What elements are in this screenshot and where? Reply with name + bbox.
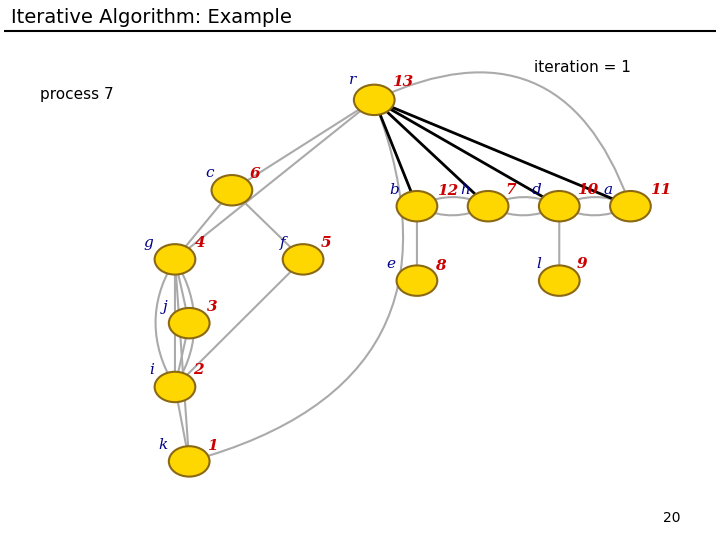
FancyArrowPatch shape	[156, 264, 174, 384]
Text: iteration = 1: iteration = 1	[534, 60, 631, 76]
Text: 12: 12	[437, 184, 458, 198]
Circle shape	[610, 191, 651, 221]
FancyArrowPatch shape	[236, 102, 372, 187]
FancyArrowPatch shape	[420, 197, 484, 205]
FancyArrowPatch shape	[557, 209, 562, 275]
Text: 9: 9	[577, 257, 588, 271]
FancyArrowPatch shape	[377, 102, 484, 202]
Text: g: g	[144, 236, 153, 250]
FancyArrowPatch shape	[414, 209, 420, 275]
Text: i: i	[149, 363, 153, 377]
Text: j: j	[163, 300, 168, 314]
Circle shape	[539, 266, 580, 296]
FancyArrowPatch shape	[234, 192, 300, 256]
Circle shape	[155, 244, 195, 274]
FancyArrowPatch shape	[377, 102, 554, 203]
Circle shape	[169, 446, 210, 477]
Text: process 7: process 7	[40, 87, 113, 102]
Text: 6: 6	[250, 167, 261, 181]
Circle shape	[212, 175, 252, 205]
FancyArrowPatch shape	[175, 262, 192, 456]
FancyArrowPatch shape	[375, 103, 415, 201]
Text: 8: 8	[435, 259, 446, 273]
FancyArrowPatch shape	[174, 326, 189, 382]
Circle shape	[283, 244, 323, 274]
FancyArrowPatch shape	[176, 390, 190, 456]
Circle shape	[539, 191, 580, 221]
Text: 20: 20	[662, 511, 680, 525]
Text: h: h	[460, 183, 470, 197]
Text: 2: 2	[193, 363, 203, 377]
FancyArrowPatch shape	[377, 72, 629, 201]
Text: 5: 5	[321, 236, 331, 250]
Circle shape	[397, 191, 437, 221]
Text: f: f	[279, 236, 285, 250]
Text: c: c	[206, 166, 214, 180]
Text: 11: 11	[650, 183, 672, 197]
Text: 10: 10	[577, 183, 598, 197]
FancyArrowPatch shape	[179, 192, 230, 255]
Text: 7: 7	[506, 183, 516, 197]
Circle shape	[169, 308, 210, 339]
Text: 13: 13	[392, 75, 413, 89]
FancyArrowPatch shape	[490, 197, 554, 205]
Text: r: r	[349, 72, 356, 86]
FancyArrowPatch shape	[192, 105, 403, 461]
FancyArrowPatch shape	[564, 207, 628, 215]
Text: 4: 4	[195, 236, 205, 250]
FancyArrowPatch shape	[377, 101, 625, 204]
FancyArrowPatch shape	[176, 262, 194, 382]
FancyArrowPatch shape	[179, 102, 372, 256]
Circle shape	[354, 85, 395, 115]
Text: k: k	[158, 438, 168, 452]
FancyArrowPatch shape	[176, 262, 189, 318]
Circle shape	[397, 266, 437, 296]
Circle shape	[155, 372, 195, 402]
Text: 3: 3	[207, 300, 217, 314]
FancyArrowPatch shape	[172, 262, 178, 382]
Text: b: b	[390, 183, 399, 197]
Text: 1: 1	[207, 440, 217, 454]
FancyArrowPatch shape	[421, 207, 485, 215]
FancyArrowPatch shape	[562, 197, 626, 205]
FancyArrowPatch shape	[179, 261, 301, 383]
Text: Iterative Algorithm: Example: Iterative Algorithm: Example	[12, 8, 292, 27]
Text: d: d	[532, 183, 541, 197]
Text: l: l	[536, 257, 541, 271]
Circle shape	[468, 191, 508, 221]
Text: e: e	[387, 257, 395, 271]
Text: a: a	[603, 183, 613, 197]
FancyArrowPatch shape	[492, 207, 557, 215]
